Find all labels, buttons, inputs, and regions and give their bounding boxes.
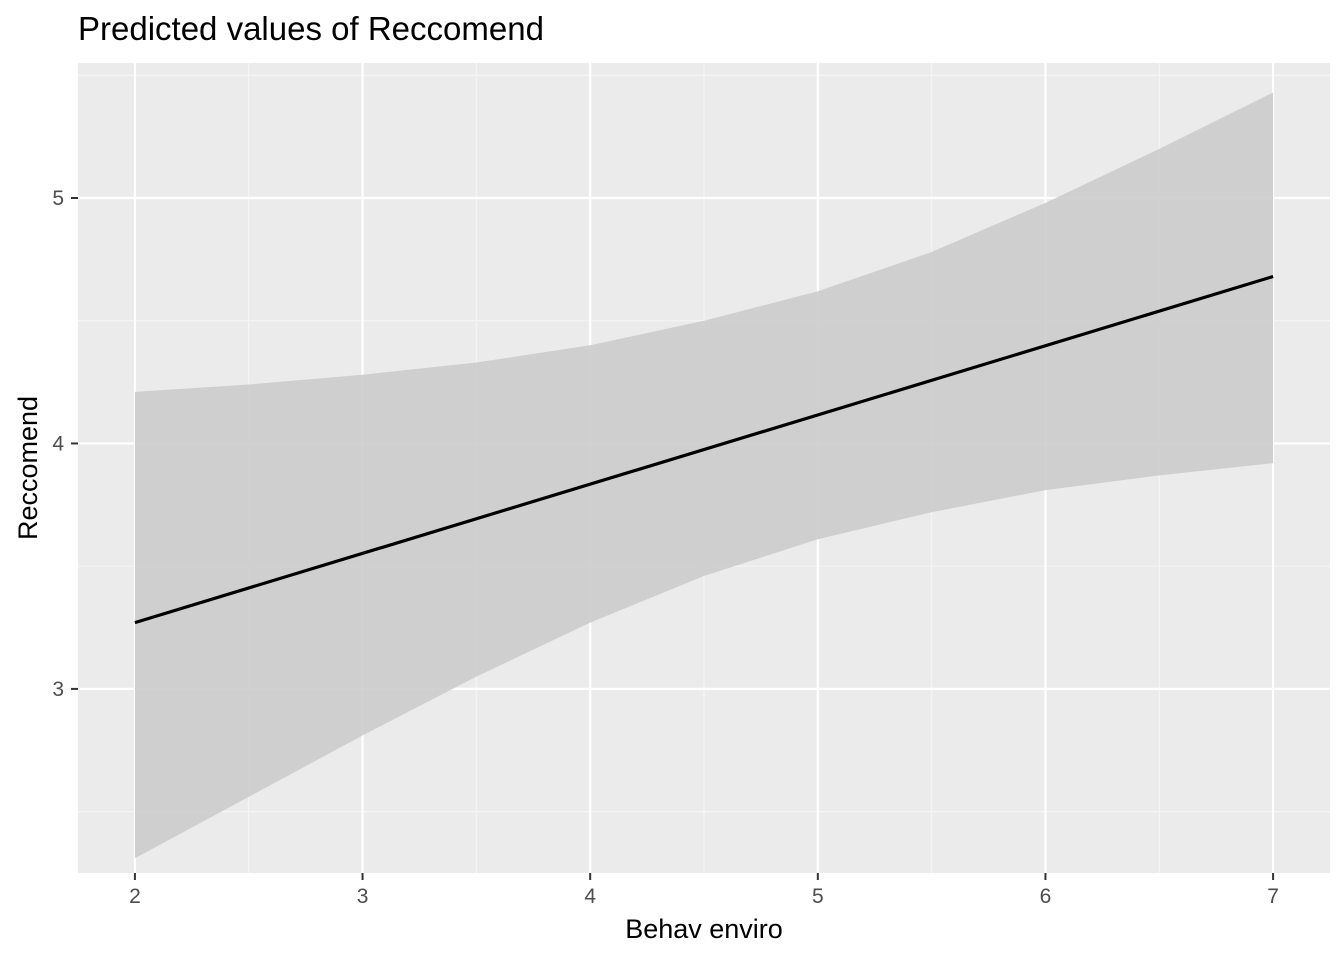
x-axis-title: Behav enviro [625,914,783,944]
y-tick-label: 4 [52,432,64,455]
confidence-band-layer [134,92,1274,859]
y-tick-label: 3 [52,678,64,701]
prediction-line [134,274,1274,625]
chart-title: Predicted values of Reccomend [78,10,544,47]
x-axis: 2 3 4 5 6 7 [129,873,1279,908]
x-tick-label: 5 [812,885,824,908]
x-tick-label: 2 [129,885,141,908]
x-tick-label: 3 [357,885,369,908]
y-axis: 3 4 5 [52,187,78,701]
y-tick-label: 5 [52,187,64,210]
x-tick-label: 4 [584,885,596,908]
confidence-band [134,92,1274,859]
y-axis-title: Reccomend [13,396,43,540]
x-tick-label: 7 [1267,885,1279,908]
x-tick-label: 6 [1040,885,1052,908]
prediction-line-layer [134,274,1274,625]
